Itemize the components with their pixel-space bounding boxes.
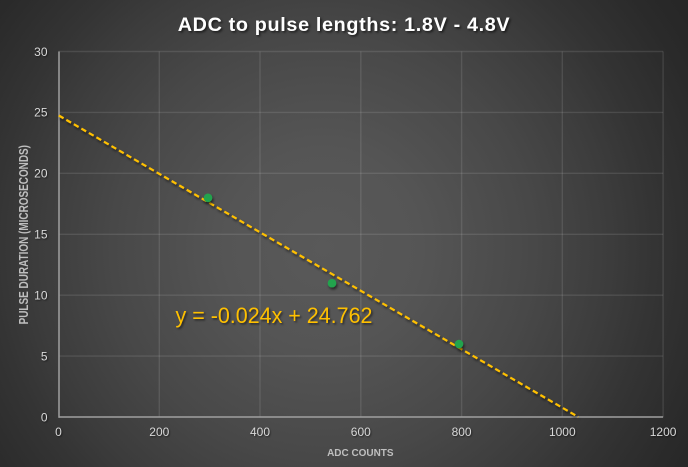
svg-text:y = -0.024x + 24.762: y = -0.024x + 24.762 bbox=[176, 303, 373, 329]
svg-text:0: 0 bbox=[55, 425, 62, 439]
svg-text:ADC to pulse lengths: 1.8V - 4: ADC to pulse lengths: 1.8V - 4.8V bbox=[178, 14, 511, 36]
svg-text:PULSE DURATION (MICROSECONDS): PULSE DURATION (MICROSECONDS) bbox=[18, 145, 31, 325]
svg-text:1000: 1000 bbox=[549, 425, 576, 439]
svg-text:0: 0 bbox=[41, 410, 48, 424]
svg-text:1200: 1200 bbox=[650, 425, 677, 439]
svg-text:5: 5 bbox=[41, 349, 48, 363]
svg-text:10: 10 bbox=[34, 289, 48, 303]
svg-text:400: 400 bbox=[250, 425, 270, 439]
svg-text:15: 15 bbox=[34, 228, 48, 242]
svg-text:20: 20 bbox=[34, 167, 48, 181]
svg-text:30: 30 bbox=[34, 45, 48, 59]
svg-text:25: 25 bbox=[34, 106, 48, 120]
svg-text:800: 800 bbox=[452, 425, 472, 439]
svg-text:ADC COUNTS: ADC COUNTS bbox=[327, 448, 394, 459]
svg-text:600: 600 bbox=[351, 425, 371, 439]
svg-text:200: 200 bbox=[149, 425, 169, 439]
